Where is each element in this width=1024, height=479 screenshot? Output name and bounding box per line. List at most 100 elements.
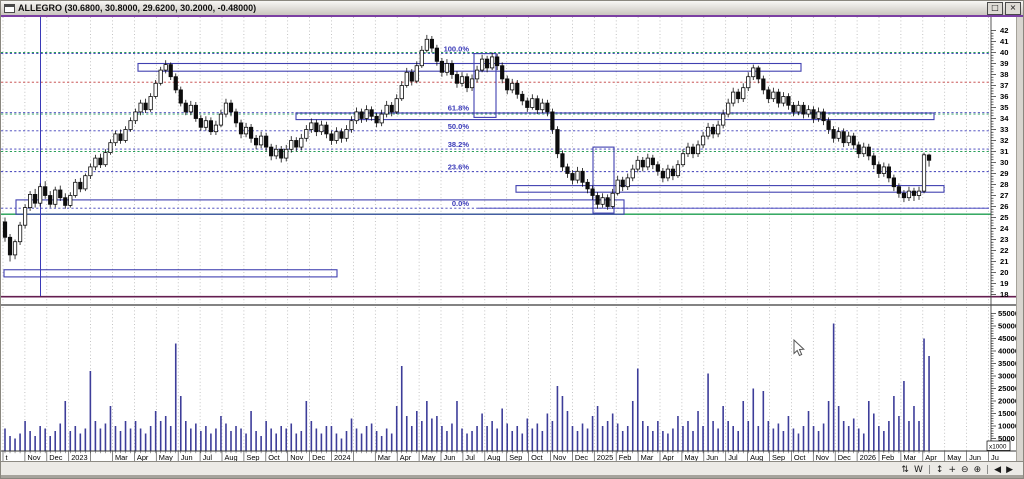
svg-text:Jun: Jun	[181, 453, 193, 462]
svg-text:Sep: Sep	[772, 453, 785, 462]
window-bottom-border	[1, 461, 1023, 478]
svg-text:34: 34	[1000, 114, 1009, 123]
svg-text:Jun: Jun	[706, 453, 718, 462]
svg-text:5000: 5000	[998, 434, 1015, 443]
svg-text:Nov: Nov	[290, 453, 303, 462]
svg-text:Dec: Dec	[575, 453, 588, 462]
vertical-scale-icon[interactable]: ↕	[935, 465, 944, 475]
svg-text:2023: 2023	[71, 453, 87, 462]
svg-text:Apr: Apr	[663, 453, 675, 462]
svg-text:Jul: Jul	[203, 453, 213, 462]
svg-text:Feb: Feb	[619, 453, 632, 462]
svg-text:24: 24	[1000, 224, 1009, 233]
chart-scroll-zoom-toolbar: ⇅ W | ↕ + ⊖ ⊕ | ◀ ▶	[901, 465, 1013, 475]
svg-text:50000: 50000	[998, 322, 1019, 331]
scroll-sync-icon[interactable]: ⇅	[901, 465, 909, 475]
svg-text:30: 30	[1000, 158, 1008, 167]
svg-text:45000: 45000	[998, 334, 1019, 343]
svg-text:x1000: x1000	[989, 443, 1007, 450]
svg-text:Oct: Oct	[268, 453, 280, 462]
svg-text:Apr: Apr	[400, 453, 412, 462]
window-right-border	[1016, 17, 1023, 478]
svg-text:42: 42	[1000, 26, 1008, 35]
svg-text:Dec: Dec	[838, 453, 851, 462]
svg-text:55000: 55000	[998, 309, 1019, 318]
svg-text:30000: 30000	[998, 372, 1019, 381]
svg-text:100.0%: 100.0%	[444, 45, 470, 54]
svg-text:Sep: Sep	[509, 453, 522, 462]
svg-text:19: 19	[1000, 279, 1008, 288]
svg-text:32: 32	[1000, 136, 1008, 145]
svg-text:Aug: Aug	[487, 453, 500, 462]
svg-text:t: t	[6, 453, 8, 462]
window-titlebar[interactable]: ALLEGRO (30.6800, 30.8000, 29.6200, 30.2…	[1, 1, 1023, 15]
svg-text:31: 31	[1000, 147, 1009, 156]
svg-text:Jul: Jul	[728, 453, 738, 462]
svg-text:25000: 25000	[998, 384, 1019, 393]
svg-text:May: May	[684, 453, 698, 462]
svg-text:Ju: Ju	[991, 453, 999, 462]
svg-text:Jun: Jun	[969, 453, 981, 462]
svg-text:20000: 20000	[998, 397, 1019, 406]
window-icon	[4, 3, 15, 13]
svg-text:10000: 10000	[998, 422, 1019, 431]
svg-text:39: 39	[1000, 59, 1008, 68]
close-window-button[interactable]: ×	[1005, 1, 1021, 15]
svg-text:29: 29	[1000, 169, 1008, 178]
svg-text:Apr: Apr	[925, 453, 937, 462]
svg-text:35000: 35000	[998, 359, 1019, 368]
svg-text:22: 22	[1000, 246, 1008, 255]
svg-text:37: 37	[1000, 81, 1008, 90]
svg-text:Sep: Sep	[246, 453, 259, 462]
svg-text:May: May	[947, 453, 961, 462]
svg-text:61.8%: 61.8%	[448, 104, 470, 113]
svg-text:41: 41	[1000, 37, 1009, 46]
scroll-right-icon[interactable]: ▶	[1006, 465, 1013, 475]
crosshair-icon[interactable]: +	[948, 465, 957, 475]
svg-text:Nov: Nov	[816, 453, 829, 462]
svg-text:27: 27	[1000, 191, 1008, 200]
svg-text:May: May	[422, 453, 436, 462]
scroll-left-icon[interactable]: ◀	[994, 465, 1002, 475]
svg-text:Jun: Jun	[444, 453, 456, 462]
svg-text:35: 35	[1000, 103, 1009, 112]
svg-text:Dec: Dec	[49, 453, 62, 462]
svg-text:38.2%: 38.2%	[448, 140, 470, 149]
svg-text:Mar: Mar	[641, 453, 654, 462]
svg-text:Dec: Dec	[312, 453, 325, 462]
svg-text:Jul: Jul	[465, 453, 475, 462]
svg-text:40000: 40000	[998, 347, 1019, 356]
svg-text:20: 20	[1000, 268, 1008, 277]
svg-text:23.6%: 23.6%	[448, 163, 470, 172]
svg-text:Feb: Feb	[882, 453, 895, 462]
svg-text:Mar: Mar	[378, 453, 391, 462]
window-title: ALLEGRO (30.6800, 30.8000, 29.6200, 30.2…	[18, 2, 257, 13]
svg-text:25: 25	[1000, 213, 1009, 222]
zoom-out-icon[interactable]: ⊖	[961, 465, 969, 475]
svg-text:0.0%: 0.0%	[452, 199, 469, 208]
window-frame-line	[1, 15, 1023, 17]
svg-text:23: 23	[1000, 235, 1008, 244]
weekly-periodicity-icon[interactable]: W	[913, 465, 923, 475]
svg-text:Aug: Aug	[225, 453, 238, 462]
mouse-cursor	[793, 338, 805, 357]
svg-text:18: 18	[1000, 290, 1008, 299]
restore-window-button[interactable]: □	[987, 1, 1003, 15]
svg-text:26: 26	[1000, 202, 1008, 211]
svg-text:33: 33	[1000, 125, 1008, 134]
zoom-in-icon[interactable]: ⊕	[973, 465, 982, 475]
svg-text:40: 40	[1000, 48, 1008, 57]
svg-text:Mar: Mar	[115, 453, 128, 462]
toolbar-divider: |	[927, 465, 931, 475]
svg-text:50.0%: 50.0%	[448, 122, 470, 131]
svg-text:2026: 2026	[860, 453, 876, 462]
svg-text:36: 36	[1000, 92, 1008, 101]
svg-text:2024: 2024	[334, 453, 350, 462]
svg-text:Aug: Aug	[750, 453, 763, 462]
svg-text:15000: 15000	[998, 409, 1019, 418]
svg-text:2025: 2025	[597, 453, 613, 462]
svg-text:Nov: Nov	[553, 453, 566, 462]
svg-text:May: May	[159, 453, 173, 462]
